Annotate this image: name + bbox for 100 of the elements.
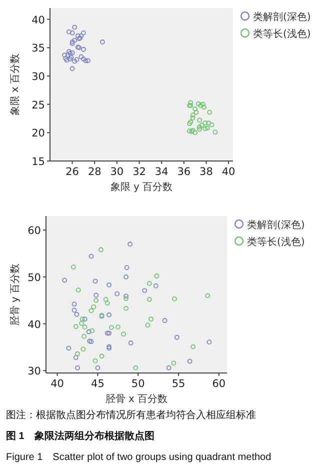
point <box>197 124 202 130</box>
point <box>205 293 210 298</box>
point <box>72 38 77 43</box>
point <box>70 40 75 44</box>
y-tick-label: 15 <box>32 156 45 168</box>
point <box>73 324 78 330</box>
point <box>81 56 86 62</box>
point <box>145 322 150 328</box>
point <box>212 130 218 135</box>
point <box>106 282 112 288</box>
point <box>99 354 104 359</box>
point <box>192 106 198 112</box>
y-tick-label: 20 <box>32 128 45 140</box>
y-tick-label: 35 <box>32 42 45 55</box>
point <box>124 306 128 311</box>
point <box>70 30 75 36</box>
point <box>207 110 212 115</box>
text: 图注：根据散点图分布情况所有患者均符合入相应组标准 <box>6 409 256 421</box>
point <box>200 102 206 107</box>
legend-label: 类等长(浅色) <box>247 236 305 248</box>
point <box>204 126 210 131</box>
x-tick-label: 30 <box>110 166 124 178</box>
point <box>171 360 176 366</box>
point <box>70 66 75 72</box>
point <box>128 340 134 346</box>
y-tick-label: 60 <box>28 225 41 238</box>
point <box>197 118 202 123</box>
point <box>146 281 152 286</box>
point <box>114 291 120 296</box>
legend-label: 类解剖(深色) <box>247 219 305 231</box>
point <box>86 329 92 334</box>
y-tick-label: 40 <box>28 318 41 331</box>
point <box>121 332 126 337</box>
point <box>74 57 80 62</box>
point <box>82 316 88 322</box>
point <box>80 346 86 352</box>
x-tick-label: 40 <box>50 378 64 390</box>
x-tick-label: 45 <box>91 378 104 390</box>
point <box>124 296 128 301</box>
point <box>190 112 196 118</box>
point <box>68 54 74 60</box>
point <box>72 308 77 313</box>
point <box>202 126 208 132</box>
point <box>82 334 86 339</box>
point <box>94 292 99 298</box>
point <box>124 294 128 299</box>
point <box>124 265 130 270</box>
y-tick-label: 30 <box>32 71 45 83</box>
caption: Figure 1 Scatter plot of two groups using quadrant method <box>6 452 272 463</box>
point <box>209 122 214 128</box>
point <box>78 33 84 38</box>
point <box>128 242 132 247</box>
point <box>94 298 99 303</box>
point <box>72 24 77 30</box>
point <box>73 355 78 360</box>
x-tick-label: 36 <box>177 166 191 178</box>
point <box>103 296 108 302</box>
y-tick-label: 40 <box>32 14 45 26</box>
point <box>75 365 80 370</box>
point <box>154 274 160 278</box>
point <box>187 121 192 126</box>
point <box>88 254 94 259</box>
x-tick-label: 38 <box>200 166 213 178</box>
point <box>187 358 192 364</box>
point <box>95 365 100 370</box>
point <box>74 312 80 317</box>
point <box>104 300 110 306</box>
point <box>124 274 128 280</box>
point <box>92 358 98 364</box>
point <box>198 103 204 108</box>
point <box>162 318 168 323</box>
point <box>70 41 75 46</box>
point <box>199 122 204 128</box>
point <box>153 283 158 288</box>
point <box>64 58 70 63</box>
point <box>80 316 85 322</box>
point <box>174 334 180 340</box>
point <box>104 330 110 336</box>
x-axis-title: 象限 y 百分数 <box>110 181 173 193</box>
point <box>83 58 88 64</box>
point <box>190 115 196 120</box>
point <box>90 328 95 334</box>
x-tick-label: 32 <box>132 166 146 178</box>
y-tick-label: 30 <box>28 366 41 378</box>
point <box>62 278 68 283</box>
point <box>109 325 114 330</box>
point <box>202 120 208 126</box>
point <box>92 278 98 284</box>
legend-label: 类等长(浅色) <box>253 28 311 40</box>
point <box>98 247 104 252</box>
legend-label: 类解剖(深色) <box>253 11 311 23</box>
point <box>88 308 94 314</box>
point <box>91 304 96 310</box>
point <box>63 56 68 61</box>
point <box>187 128 192 134</box>
point <box>62 52 67 58</box>
point <box>206 340 212 345</box>
point <box>100 40 105 44</box>
point <box>206 120 211 126</box>
point <box>76 288 81 292</box>
